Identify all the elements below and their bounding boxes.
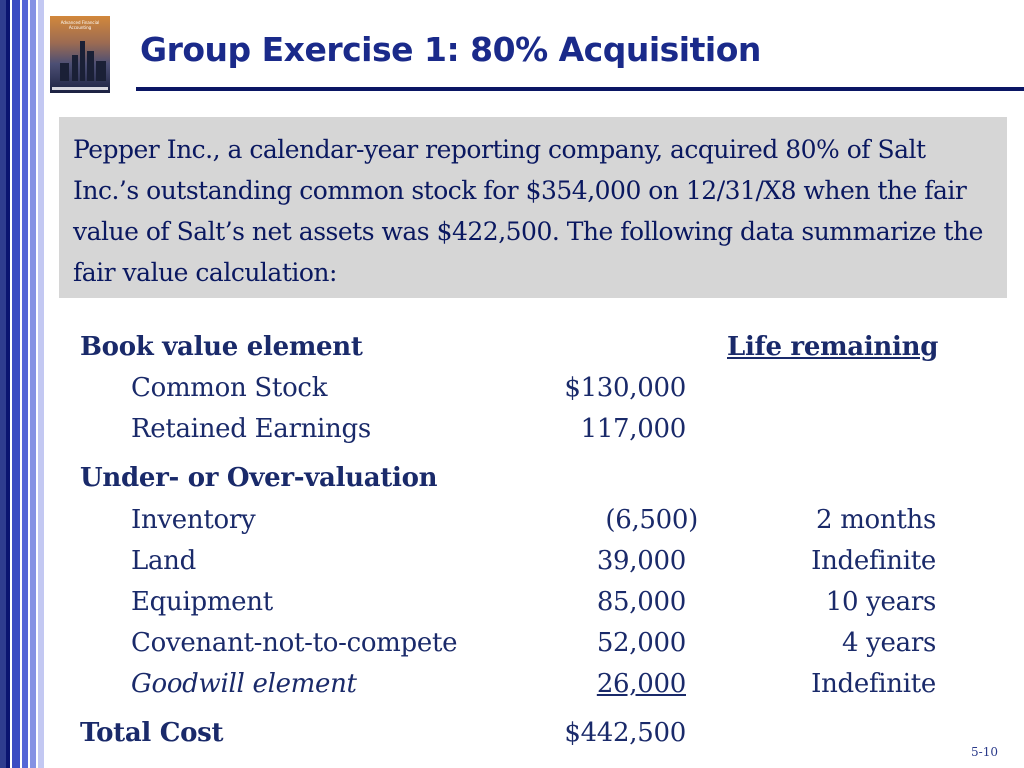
row-amount-inventory: (6,500) xyxy=(605,505,698,535)
row-amount-equipment: 85,000 xyxy=(596,587,686,617)
city-tower-shape xyxy=(80,41,85,81)
row-label-inventory: Inventory xyxy=(131,505,256,535)
left-decorative-stripes xyxy=(0,0,46,768)
row-label-covenant: Covenant-not-to-compete xyxy=(131,628,458,658)
row-amount-retained-earnings: 117,000 xyxy=(580,414,687,444)
total-cost-amount: $442,500 xyxy=(564,718,686,748)
city-building-shape xyxy=(72,55,78,81)
city-building-shape xyxy=(96,61,106,81)
row-amount-covenant: 52,000 xyxy=(596,628,686,658)
book-value-header: Book value element xyxy=(80,332,363,362)
title-divider xyxy=(136,87,1024,91)
row-label-common-stock: Common Stock xyxy=(131,373,328,403)
intro-paragraph: Pepper Inc., a calendar-year reporting c… xyxy=(73,135,983,287)
page-number: 5-10 xyxy=(971,745,998,759)
city-building-shape xyxy=(87,51,94,81)
row-label-land: Land xyxy=(131,546,196,576)
book-cover-image: Advanced Financial Accounting xyxy=(50,16,110,93)
book-cover-authors-band xyxy=(52,87,108,90)
row-life-equipment: 10 years xyxy=(825,587,937,617)
row-label-retained-earnings: Retained Earnings xyxy=(131,414,371,444)
book-cover-title: Advanced Financial Accounting xyxy=(60,20,100,30)
row-label-equipment: Equipment xyxy=(131,587,273,617)
slide-title: Group Exercise 1: 80% Acquisition xyxy=(140,30,761,69)
valuation-header: Under- or Over-valuation xyxy=(80,463,438,493)
row-amount-goodwill: 26,000 xyxy=(596,669,686,699)
total-cost-label: Total Cost xyxy=(80,718,224,748)
row-label-goodwill: Goodwill element xyxy=(131,669,357,699)
row-life-inventory: 2 months xyxy=(816,505,936,535)
intro-box: Pepper Inc., a calendar-year reporting c… xyxy=(59,117,1007,298)
life-remaining-header: Life remaining xyxy=(727,332,939,362)
row-life-covenant: 4 years xyxy=(841,628,936,658)
row-amount-land: 39,000 xyxy=(596,546,686,576)
city-building-shape xyxy=(60,63,69,81)
row-amount-common-stock: $130,000 xyxy=(564,373,686,403)
row-life-goodwill: Indefinite xyxy=(811,669,936,699)
row-life-land: Indefinite xyxy=(811,546,936,576)
